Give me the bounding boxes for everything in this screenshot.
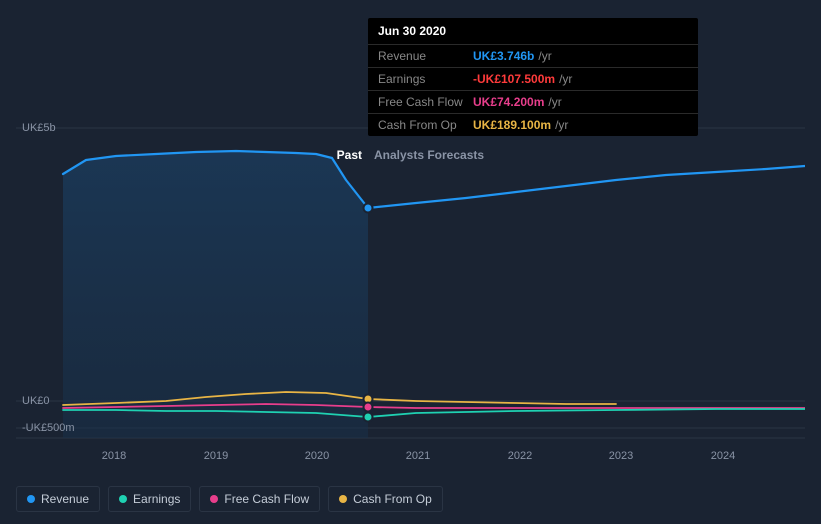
legend-dot-icon xyxy=(119,495,127,503)
x-axis-label: 2023 xyxy=(609,450,633,462)
tooltip-suffix: /yr xyxy=(548,95,561,109)
y-axis-label: UK£5b xyxy=(22,122,56,134)
legend-label: Earnings xyxy=(133,492,180,506)
legend: Revenue Earnings Free Cash Flow Cash From O… xyxy=(16,486,443,512)
legend-dot-icon xyxy=(27,495,35,503)
legend-label: Free Cash Flow xyxy=(224,492,309,506)
y-axis-label: -UK£500m xyxy=(22,422,75,434)
tooltip-date: Jun 30 2020 xyxy=(368,18,698,44)
region-label: Analysts Forecasts xyxy=(374,148,484,162)
legend-dot-icon xyxy=(210,495,218,503)
y-axis-label: UK£0 xyxy=(22,395,50,407)
x-axis-label: 2018 xyxy=(102,450,126,462)
legend-item-free-cash-flow[interactable]: Free Cash Flow xyxy=(199,486,320,512)
tooltip-suffix: /yr xyxy=(559,72,572,86)
tooltip-metric-label: Free Cash Flow xyxy=(378,95,473,109)
x-axis-label: 2019 xyxy=(204,450,228,462)
tooltip-metric-label: Cash From Op xyxy=(378,118,473,132)
tooltip-row: Cash From OpUK£189.100m/yr xyxy=(368,113,698,136)
chart-tooltip: Jun 30 2020 RevenueUK£3.746b/yrEarnings-… xyxy=(368,18,698,136)
tooltip-metric-label: Earnings xyxy=(378,72,473,86)
x-axis-label: 2024 xyxy=(711,450,735,462)
legend-item-cash-from-op[interactable]: Cash From Op xyxy=(328,486,443,512)
tooltip-row: Free Cash FlowUK£74.200m/yr xyxy=(368,90,698,113)
x-axis-label: 2020 xyxy=(305,450,329,462)
tooltip-metric-value: UK£74.200m xyxy=(473,95,544,109)
tooltip-metric-value: -UK£107.500m xyxy=(473,72,555,86)
tooltip-suffix: /yr xyxy=(538,49,551,63)
legend-label: Revenue xyxy=(41,492,89,506)
legend-label: Cash From Op xyxy=(353,492,432,506)
tooltip-metric-label: Revenue xyxy=(378,49,473,63)
legend-item-earnings[interactable]: Earnings xyxy=(108,486,191,512)
tooltip-metric-value: UK£3.746b xyxy=(473,49,534,63)
tooltip-metric-value: UK£189.100m xyxy=(473,118,551,132)
tooltip-row: Earnings-UK£107.500m/yr xyxy=(368,67,698,90)
legend-dot-icon xyxy=(339,495,347,503)
legend-item-revenue[interactable]: Revenue xyxy=(16,486,100,512)
x-axis-label: 2021 xyxy=(406,450,430,462)
tooltip-row: RevenueUK£3.746b/yr xyxy=(368,44,698,67)
region-label: Past xyxy=(337,148,362,162)
tooltip-suffix: /yr xyxy=(555,118,568,132)
x-axis-label: 2022 xyxy=(508,450,532,462)
